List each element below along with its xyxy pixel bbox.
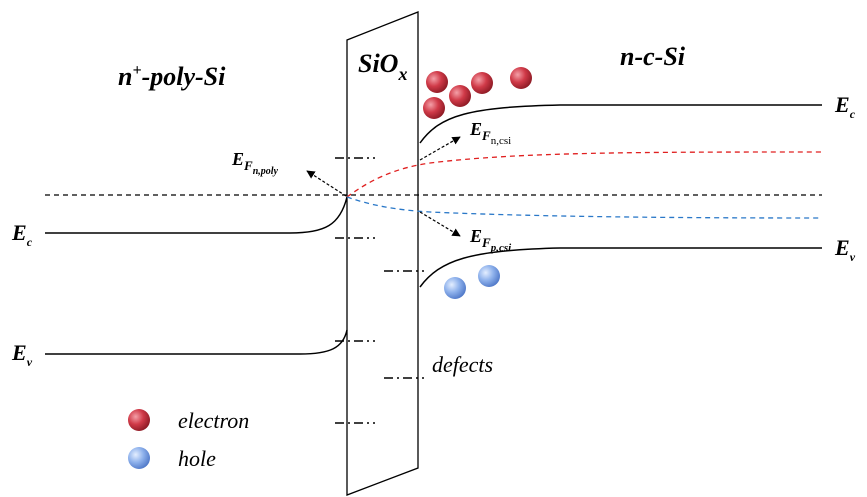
left-conduction-band — [45, 197, 347, 233]
band-label: Ec — [834, 92, 856, 121]
arrows — [307, 137, 460, 236]
legend-label: electron — [178, 408, 249, 433]
band-label: Ec — [11, 220, 33, 249]
fermi-label: EFn,csi — [469, 119, 511, 147]
fermi-label: EFn,poly — [231, 149, 279, 177]
band-label: Ev — [834, 235, 856, 264]
region-label: n-c-Si — [620, 42, 686, 71]
legend-label: hole — [178, 446, 216, 471]
region-label: SiOx — [358, 49, 407, 84]
band-label: Ev — [11, 340, 33, 369]
band-diagram: n+-poly-Si SiOx n-c-Si Ec Ev Ec Ev EFn,p… — [0, 0, 867, 497]
region-label: n+-poly-Si — [118, 62, 226, 91]
left-valence-band — [45, 330, 347, 354]
fermi-label: EFp,csi — [469, 226, 512, 254]
defects-label: defects — [432, 352, 493, 377]
